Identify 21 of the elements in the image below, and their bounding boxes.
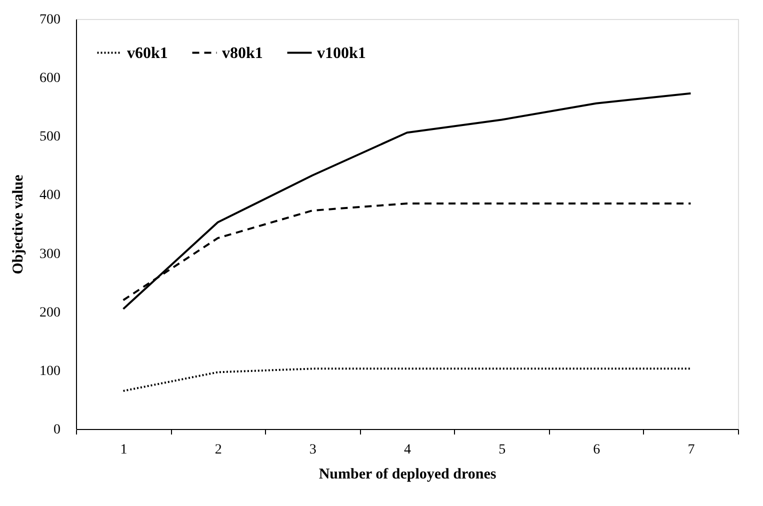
- y-tick-label: 300: [40, 246, 60, 262]
- x-tick-label: 4: [404, 442, 411, 458]
- x-tick-label: 2: [214, 442, 222, 458]
- y-axis-title: Objective value: [10, 174, 26, 274]
- y-tick-label: 600: [40, 71, 60, 86]
- line-series: [122, 92, 692, 310]
- y-tick-label: 200: [40, 305, 60, 320]
- x-tick-label: 7: [688, 442, 695, 458]
- x-tick-label: 6: [593, 442, 600, 458]
- legend-label: v60k1: [127, 44, 168, 62]
- y-tick-label: 400: [40, 188, 60, 204]
- x-tick-label: 1: [120, 442, 128, 458]
- x-axis-title: Number of deployed drones: [318, 466, 496, 482]
- legend-label: v100k1: [317, 44, 366, 62]
- x-tick-label: 5: [498, 442, 506, 458]
- y-tick-label: 0: [54, 422, 60, 438]
- y-tick-label: 100: [40, 364, 60, 379]
- y-tick-label: 700: [40, 12, 60, 28]
- y-tick-label: 500: [40, 130, 60, 145]
- legend-label: v80k1: [222, 44, 263, 62]
- x-tick-label: 3: [309, 442, 316, 458]
